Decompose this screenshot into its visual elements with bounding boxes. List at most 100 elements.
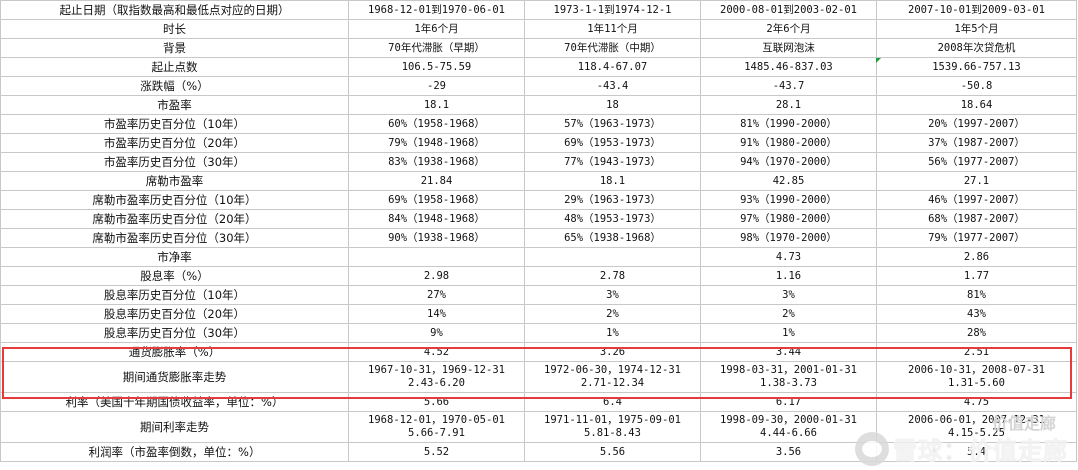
table-row-profit: 利润率（市盈率倒数，单位：%） 5.52 5.56 3.56 5.4 [0, 442, 1077, 462]
table-cell: 5.52 [348, 442, 525, 462]
table-cell: 2.51 [876, 342, 1077, 362]
table-cell: 1年6个月 [348, 19, 525, 39]
table-row: 席勒市盈率历史百分位（30年） 90%（1938-1968） 65%（1938-19… [0, 228, 1077, 248]
table-row: 股息率历史百分位（30年） 9% 1% 1% 28% [0, 323, 1077, 343]
table-cell: 27% [348, 285, 525, 305]
table-cell: 1年5个月 [876, 19, 1077, 39]
table-row: 市盈率 18.1 18 28.1 18.64 [0, 95, 1077, 115]
table-cell: 18.64 [876, 95, 1077, 115]
table-cell: 118.4-67.07 [524, 57, 701, 77]
table-row: 通货膨胀率（%） 4.52 3.26 3.44 2.51 [0, 342, 1077, 362]
row-label: 涨跌幅（%） [0, 76, 349, 96]
table-cell: 2006-10-31，2008-07-31 1.31-5.60 [876, 361, 1077, 393]
trend-dates: 2006-10-31，2008-07-31 [908, 364, 1045, 376]
table-cell: 57%（1963-1973） [524, 114, 701, 134]
table-cell: 68%（1987-2007） [876, 209, 1077, 229]
row-label: 市盈率历史百分位（10年） [0, 114, 349, 134]
table-cell: 81% [876, 285, 1077, 305]
trend-dates: 1971-11-01，1975-09-01 [544, 414, 681, 426]
table-cell: 70年代滞胀（早期） [348, 38, 525, 58]
table-cell: 70年代滞胀（中期） [524, 38, 701, 58]
trend-range: 2.43-6.20 [408, 377, 465, 389]
table-cell: 1% [524, 323, 701, 343]
trend-range: 5.66-7.91 [408, 427, 465, 439]
table-cell: 1998-09-30，2000-01-31 4.44-6.66 [700, 411, 877, 443]
table-row: 股息率历史百分位（10年） 27% 3% 3% 81% [0, 285, 1077, 305]
table-cell: 94%（1970-2000） [700, 152, 877, 172]
cell-comment-marker [876, 58, 881, 63]
header-cell-3: 2000-08-01到2003-02-01 [700, 0, 877, 20]
row-label: 起止日期（取指数最高和最低点对应的日期） [0, 0, 349, 20]
table-row: 市净率 4.73 2.86 [0, 247, 1077, 267]
header-cell-1: 1968-12-01到1970-06-01 [348, 0, 525, 20]
table-row-header: 起止日期（取指数最高和最低点对应的日期） 1968-12-01到1970-06-… [0, 0, 1077, 20]
table-cell: 互联网泡沫 [700, 38, 877, 58]
table-cell: 83%（1938-1968） [348, 152, 525, 172]
row-label: 市净率 [0, 247, 349, 267]
table-cell: 84%（1948-1968） [348, 209, 525, 229]
table-cell: 27.1 [876, 171, 1077, 191]
table-cell: 14% [348, 304, 525, 324]
table-cell: 5.66 [348, 392, 525, 412]
table-cell: 4.52 [348, 342, 525, 362]
header-cell-4: 2007-10-01到2009-03-01 [876, 0, 1077, 20]
table-cell: 6.17 [700, 392, 877, 412]
table-cell: 2% [700, 304, 877, 324]
table-cell [524, 247, 701, 267]
table-cell: 28.1 [700, 95, 877, 115]
table-cell: 3% [524, 285, 701, 305]
table-cell: 97%（1980-2000） [700, 209, 877, 229]
trend-range: 2.71-12.34 [580, 377, 645, 389]
table-cell: 1971-11-01，1975-09-01 5.81-8.43 [524, 411, 701, 443]
table-cell: 48%（1953-1973） [524, 209, 701, 229]
trend-dates: 2006-06-01，2007-12-31 [908, 414, 1045, 426]
trend-range: 4.44-6.66 [760, 427, 817, 439]
table-cell: 18.1 [348, 95, 525, 115]
table-cell: 3% [700, 285, 877, 305]
table-cell: 2% [524, 304, 701, 324]
row-label: 利率（美国十年期国债收益率，单位：%） [0, 392, 349, 412]
row-label: 利润率（市盈率倒数，单位：%） [0, 442, 349, 462]
table-cell: 5.4 [876, 442, 1077, 462]
table-cell: 9% [348, 323, 525, 343]
table-cell: 69%（1953-1973） [524, 133, 701, 153]
table-cell: 65%（1938-1968） [524, 228, 701, 248]
table-cell: 3.56 [700, 442, 877, 462]
table-cell: 77%（1943-1973） [524, 152, 701, 172]
table-row: 市盈率历史百分位（30年） 83%（1938-1968） 77%（1943-1973… [0, 152, 1077, 172]
table-cell: -29 [348, 76, 525, 96]
table-cell: 90%（1938-1968） [348, 228, 525, 248]
row-label: 通货膨胀率（%） [0, 342, 349, 362]
row-label: 起止点数 [0, 57, 349, 77]
table-cell: 1972-06-30，1974-12-31 2.71-12.34 [524, 361, 701, 393]
table-cell: 1967-10-31，1969-12-31 2.43-6.20 [348, 361, 525, 393]
table-cell: 46%（1997-2007） [876, 190, 1077, 210]
table-row: 席勒市盈率历史百分位（20年） 84%（1948-1968） 48%（1953-19… [0, 209, 1077, 229]
table-cell: 1485.46-837.03 [700, 57, 877, 77]
row-label: 时长 [0, 19, 349, 39]
trend-dates: 1998-09-30，2000-01-31 [720, 414, 857, 426]
row-label: 市盈率历史百分位（20年） [0, 133, 349, 153]
table-cell: 6.4 [524, 392, 701, 412]
table-cell: 28% [876, 323, 1077, 343]
table-row: 背景 70年代滞胀（早期） 70年代滞胀（中期） 互联网泡沫 2008年次贷危机 [0, 38, 1077, 58]
row-label: 席勒市盈率历史百分位（20年） [0, 209, 349, 229]
table-cell: 91%（1980-2000） [700, 133, 877, 153]
table-cell: 18 [524, 95, 701, 115]
header-cell-2: 1973-1-1到1974-12-1 [524, 0, 701, 20]
table-row: 席勒市盈率历史百分位（10年） 69%（1958-1968） 29%（1963-19… [0, 190, 1077, 210]
table-row: 市盈率历史百分位（20年） 79%（1948-1968） 69%（1953-1973… [0, 133, 1077, 153]
trend-range: 1.31-5.60 [948, 377, 1005, 389]
table-cell: 56%（1977-2007） [876, 152, 1077, 172]
table-cell [348, 247, 525, 267]
table-cell: 42.85 [700, 171, 877, 191]
trend-dates: 1967-10-31，1969-12-31 [368, 364, 505, 376]
table-row-rate: 利率（美国十年期国债收益率，单位：%） 5.66 6.4 6.17 4.75 [0, 392, 1077, 412]
row-label: 席勒市盈率历史百分位（30年） [0, 228, 349, 248]
table-row-rate-trend: 期间利率走势 1968-12-01，1970-05-01 5.66-7.91 1971… [0, 411, 1077, 443]
row-label: 市盈率 [0, 95, 349, 115]
table-cell: 3.44 [700, 342, 877, 362]
table-cell: 2.98 [348, 266, 525, 286]
